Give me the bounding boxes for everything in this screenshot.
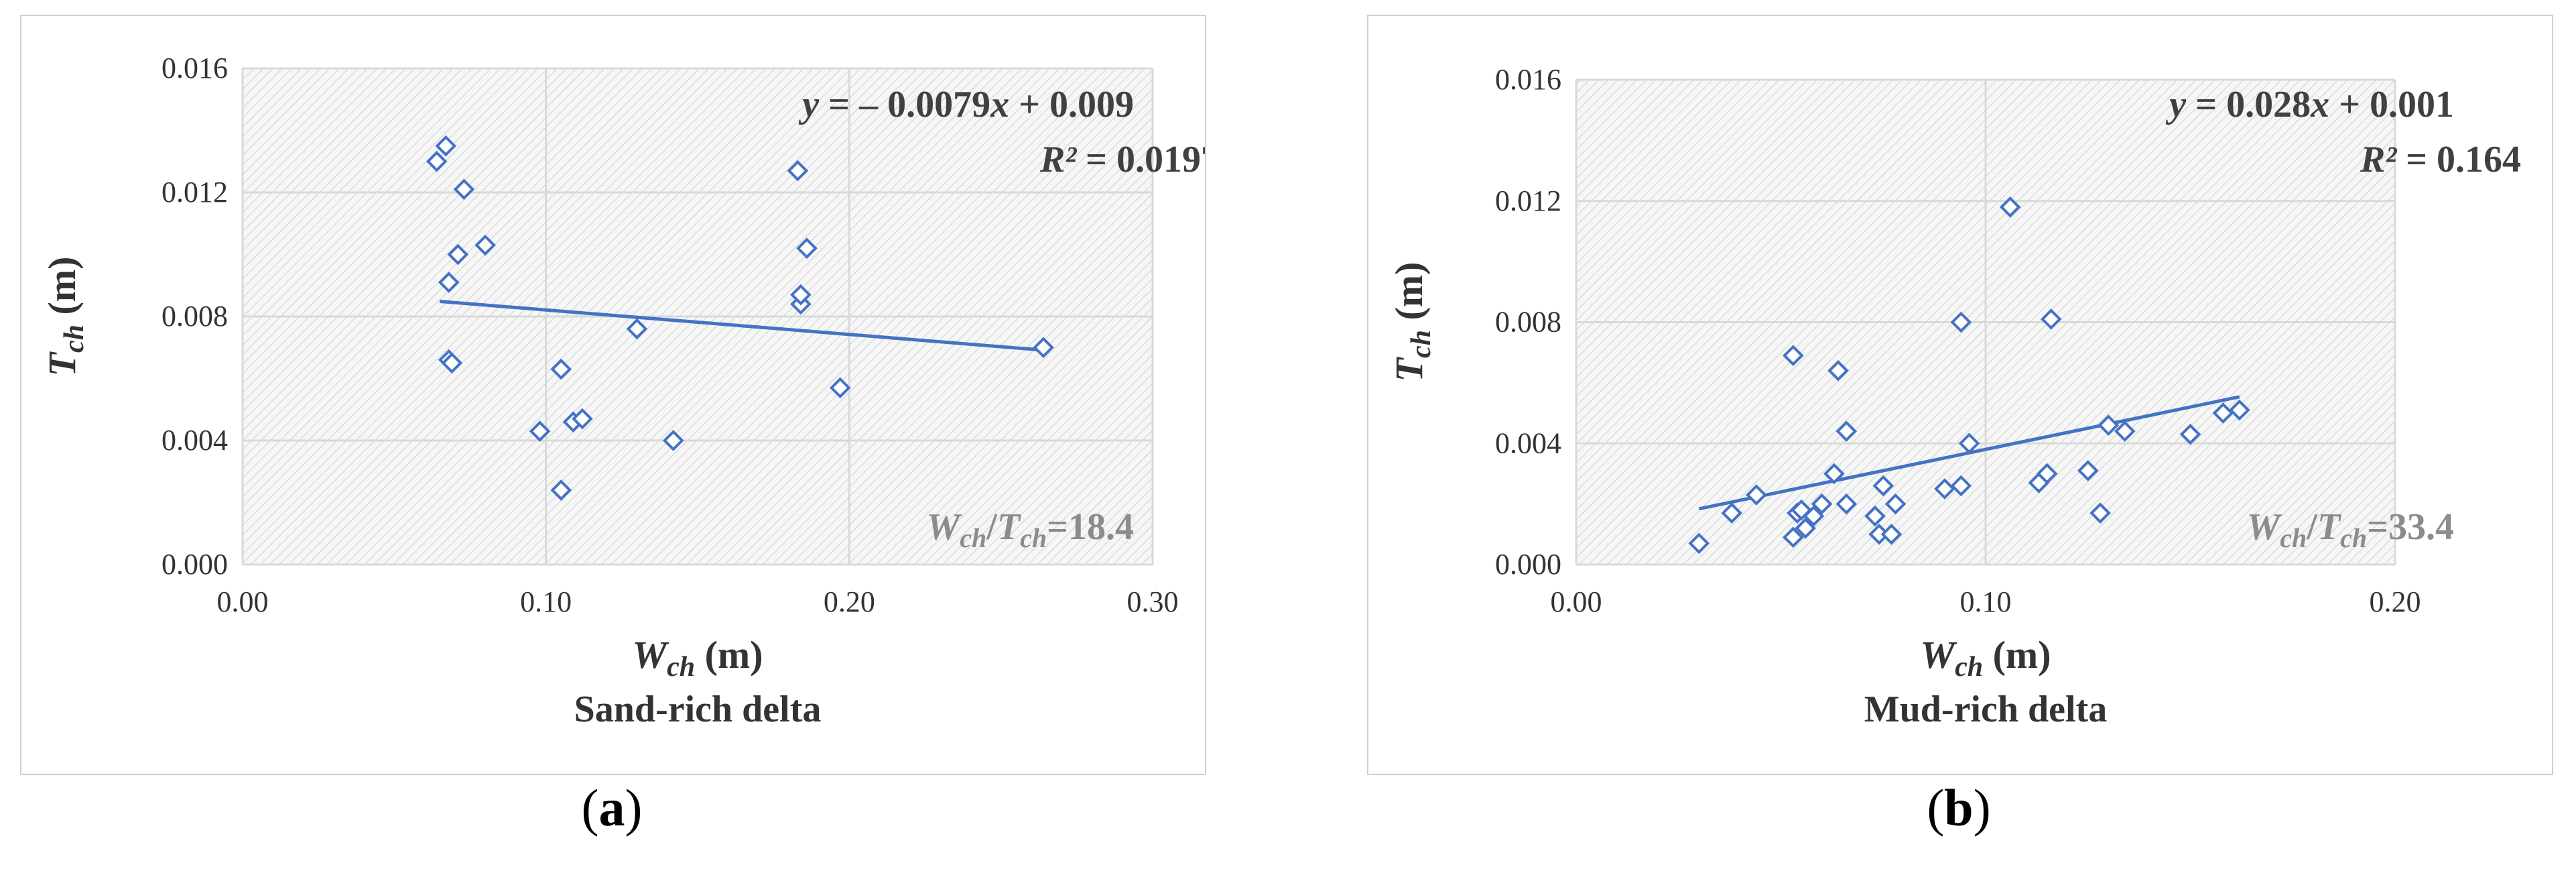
y-axis-label: Tch (m) [1387, 262, 1437, 382]
x-tick-label: 0.00 [217, 585, 269, 618]
data-point [1795, 517, 1816, 539]
r-squared: R² = 0.0197 [1039, 139, 1205, 180]
data-point [2089, 502, 2111, 524]
y-tick-label: 0.012 [162, 176, 228, 209]
x-tick-label: 0.10 [1960, 585, 2012, 618]
data-point [1950, 311, 1972, 333]
x-axis-label: Wch (m) [632, 633, 763, 683]
data-point [1827, 359, 1849, 382]
data-point [453, 178, 475, 200]
y-axis-label: Tch (m) [40, 257, 90, 377]
data-point [1950, 475, 1972, 497]
data-point [1999, 196, 2021, 218]
x-axis-label: Wch (m) [1920, 633, 2051, 683]
chart-panel-b: 0.000 0.004 0.008 0.012 0.016 0.00 0.10 0.20 y =… [1367, 15, 2553, 775]
delta-type-label: Sand-rich delta [574, 689, 822, 730]
data-point [2098, 414, 2120, 436]
data-point [1823, 463, 1845, 485]
data-point [1884, 493, 1907, 515]
regression-equation: y = – 0.0079x + 0.009 [798, 84, 1134, 125]
data-point [529, 420, 551, 442]
y-tick-label: 0.000 [1495, 548, 1561, 581]
data-point [1880, 523, 1903, 545]
data-point [1688, 532, 1710, 555]
data-point [572, 408, 593, 430]
data-point [1746, 484, 1767, 506]
y-tick-label: 0.004 [162, 424, 228, 457]
y-tick-label: 0.016 [1495, 63, 1561, 96]
chart-panel-a: 0.000 0.004 0.008 0.012 0.016 0.00 0.10 0.20 0.3… [20, 15, 1206, 775]
r-squared: R² = 0.164 [2360, 139, 2521, 180]
data-point [787, 160, 809, 182]
scatter-chart-b: 0.000 0.004 0.008 0.012 0.016 0.00 0.10 0.20 y =… [1387, 63, 2521, 730]
data-point [1721, 502, 1743, 524]
data-point [662, 430, 684, 451]
data-point [1836, 420, 1858, 443]
y-tick-label: 0.004 [1495, 426, 1561, 459]
regression-equation: y = 0.028x + 0.001 [2165, 84, 2454, 125]
data-point [435, 135, 457, 157]
x-tick-label: 0.10 [520, 585, 572, 618]
data-point [550, 479, 572, 501]
data-point [2212, 402, 2234, 424]
data-point [1836, 493, 1858, 515]
data-point [1783, 526, 1804, 548]
data-point [2040, 308, 2062, 330]
data-point [1811, 493, 1833, 515]
data-point [626, 318, 648, 340]
data-point [1033, 337, 1054, 359]
data-point [829, 377, 851, 399]
data-point [1934, 478, 1955, 500]
data-point [550, 358, 572, 380]
caption-b: (b) [1927, 778, 1991, 837]
data-point [441, 352, 463, 374]
y-tick-label: 0.016 [162, 52, 228, 84]
data-point [2077, 460, 2099, 481]
data-point [426, 150, 448, 172]
scatter-chart-a: 0.000 0.004 0.008 0.012 0.016 0.00 0.10 0.20 0.3… [40, 52, 1205, 730]
y-tick-label: 0.008 [162, 300, 228, 333]
data-point [1864, 505, 1886, 527]
x-tick-label: 0.20 [824, 585, 875, 618]
x-tick-label: 0.20 [2370, 585, 2421, 618]
delta-type-label: Mud-rich delta [1864, 689, 2107, 730]
data-point [796, 237, 818, 259]
data-point [447, 243, 469, 266]
data-point [2114, 420, 2136, 443]
y-tick-label: 0.008 [1495, 306, 1561, 339]
data-point [474, 234, 496, 256]
y-tick-label: 0.000 [162, 548, 228, 581]
data-point [2179, 423, 2201, 445]
data-point [1958, 432, 1980, 455]
trendline [440, 300, 1044, 352]
caption-a: (a) [581, 778, 643, 837]
data-point [1783, 345, 1804, 367]
data-point [790, 284, 812, 306]
data-point [1803, 505, 1825, 527]
data-point [2228, 399, 2250, 421]
x-tick-label: 0.30 [1127, 585, 1179, 618]
width-thickness-ratio: Wch/Tch=18.4 [927, 506, 1135, 553]
width-thickness-ratio: Wch/Tch=33.4 [2247, 506, 2455, 553]
y-tick-label: 0.012 [1495, 184, 1561, 217]
data-point [1872, 475, 1894, 497]
x-tick-label: 0.00 [1551, 585, 1602, 618]
data-point [2036, 463, 2058, 485]
data-point [438, 272, 460, 293]
